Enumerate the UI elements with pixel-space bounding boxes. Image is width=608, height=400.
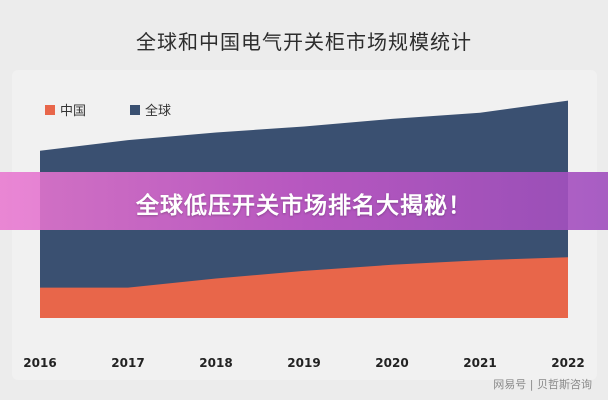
headline-text: 全球低压开关市场排名大揭秘！ bbox=[136, 193, 472, 219]
source-watermark: 网易号 | 贝哲斯咨询 bbox=[493, 378, 592, 391]
legend-label-china: 中国 bbox=[60, 104, 86, 119]
legend-swatch-global bbox=[130, 105, 140, 115]
legend-label-global: 全球 bbox=[145, 103, 171, 119]
x-tick-label: 2017 bbox=[111, 356, 144, 370]
legend-swatch-china bbox=[45, 105, 55, 115]
headline-banner: 全球低压开关市场排名大揭秘！ bbox=[0, 172, 608, 230]
x-tick-label: 2021 bbox=[463, 356, 496, 370]
chart-title: 全球和中国电气开关柜市场规模统计 bbox=[136, 30, 472, 54]
x-tick-label: 2020 bbox=[375, 356, 408, 370]
x-tick-label: 2018 bbox=[199, 356, 232, 370]
x-tick-label: 2022 bbox=[551, 356, 584, 370]
x-tick-label: 2019 bbox=[287, 356, 320, 370]
area-series-china bbox=[40, 257, 568, 318]
x-axis-ticks: 2016 2017 2018 2019 2020 2021 2022 bbox=[23, 356, 584, 370]
x-tick-label: 2016 bbox=[23, 356, 56, 370]
legend: 中国 全球 bbox=[45, 103, 171, 119]
